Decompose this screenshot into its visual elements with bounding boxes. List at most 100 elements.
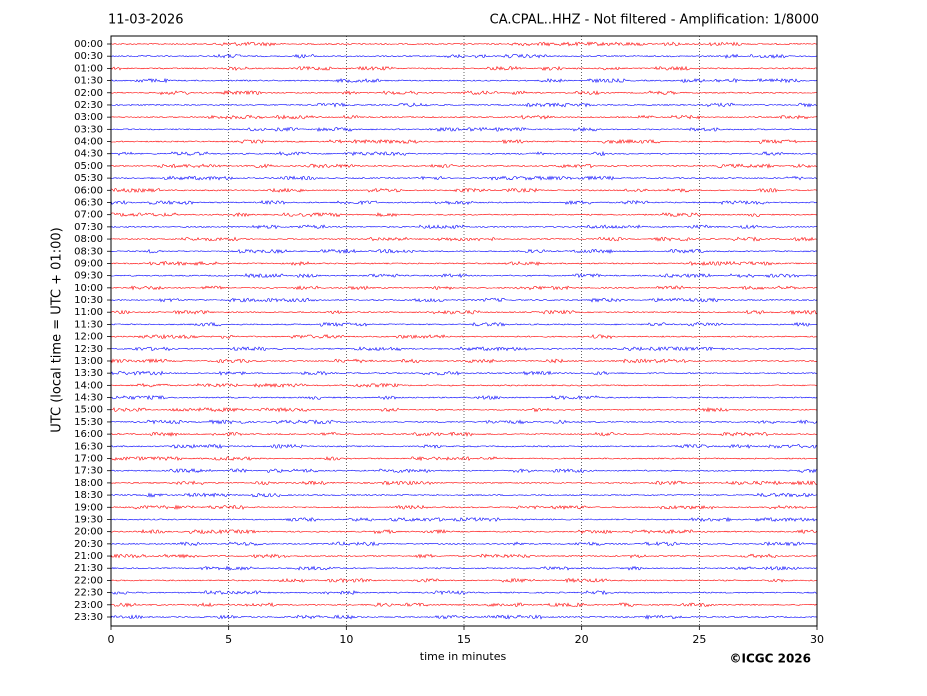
seismic-trace bbox=[110, 577, 818, 584]
chart-title: CA.CPAL..HHZ - Not filtered - Amplificat… bbox=[490, 13, 819, 28]
y-tick-label: 10:30 bbox=[74, 295, 103, 306]
y-tick-label: 10:00 bbox=[74, 283, 103, 294]
y-tick-label: 15:30 bbox=[74, 417, 103, 428]
y-tick-label: 22:30 bbox=[74, 588, 103, 599]
seismic-trace bbox=[110, 321, 817, 327]
y-tick-label: 14:30 bbox=[74, 393, 103, 404]
seismic-trace bbox=[110, 590, 818, 596]
seismic-trace bbox=[110, 150, 818, 157]
seismic-trace bbox=[110, 297, 818, 303]
y-tick-label: 23:00 bbox=[74, 600, 103, 611]
seismic-trace bbox=[110, 382, 818, 388]
seismic-trace bbox=[110, 199, 818, 206]
seismic-trace bbox=[110, 309, 818, 315]
seismic-trace bbox=[110, 102, 817, 108]
x-tick-label: 20 bbox=[575, 633, 589, 646]
y-tick-label: 04:00 bbox=[74, 137, 103, 148]
seismic-trace bbox=[110, 480, 818, 486]
y-tick-label: 17:00 bbox=[74, 454, 103, 465]
seismic-trace bbox=[110, 431, 818, 437]
x-tick-label: 5 bbox=[225, 633, 232, 646]
y-tick-label: 11:30 bbox=[74, 319, 103, 330]
y-tick-label: 13:30 bbox=[74, 368, 103, 379]
seismic-trace bbox=[110, 419, 818, 425]
seismic-trace bbox=[110, 602, 818, 608]
seismic-trace bbox=[110, 175, 818, 181]
seismic-trace bbox=[110, 358, 818, 364]
seismic-trace bbox=[110, 504, 818, 511]
x-tick-label: 0 bbox=[108, 633, 115, 646]
y-tick-label: 09:30 bbox=[74, 271, 103, 282]
y-tick-label: 05:30 bbox=[74, 173, 103, 184]
y-tick-label: 20:00 bbox=[74, 527, 103, 538]
seismic-trace bbox=[110, 187, 818, 193]
seismic-trace bbox=[110, 541, 818, 547]
y-axis-label: UTC (local time = UTC + 01:00) bbox=[50, 227, 65, 432]
y-tick-label: 18:30 bbox=[74, 490, 103, 501]
y-tick-label: 11:00 bbox=[74, 307, 103, 318]
y-tick-label: 19:00 bbox=[74, 502, 103, 513]
y-tick-label: 08:00 bbox=[74, 234, 103, 245]
seismic-trace bbox=[110, 248, 818, 254]
seismic-trace bbox=[110, 224, 818, 230]
seismic-trace bbox=[110, 565, 818, 571]
y-tick-label: 14:00 bbox=[74, 380, 103, 391]
seismic-trace bbox=[110, 394, 818, 401]
seismic-trace bbox=[110, 406, 818, 413]
y-tick-label: 00:00 bbox=[74, 39, 103, 50]
y-tick-label: 05:00 bbox=[74, 161, 103, 172]
seismic-trace bbox=[110, 370, 818, 376]
seismic-trace bbox=[110, 65, 818, 71]
seismic-trace bbox=[110, 77, 818, 84]
y-tick-label: 08:30 bbox=[74, 246, 103, 257]
y-tick-label: 16:00 bbox=[74, 429, 103, 440]
y-tick-label: 07:30 bbox=[74, 222, 103, 233]
seismic-trace bbox=[110, 41, 817, 47]
y-tick-label: 09:00 bbox=[74, 258, 103, 269]
seismic-trace bbox=[110, 236, 818, 242]
y-tick-label: 13:00 bbox=[74, 356, 103, 367]
seismic-trace bbox=[110, 528, 818, 535]
y-tick-label: 06:30 bbox=[74, 197, 103, 208]
y-tick-label: 18:00 bbox=[74, 478, 103, 489]
seismic-trace bbox=[110, 53, 818, 59]
y-tick-label: 21:30 bbox=[74, 563, 103, 574]
seismic-trace bbox=[110, 492, 818, 498]
seismic-trace bbox=[110, 468, 818, 474]
seismic-trace bbox=[110, 273, 818, 279]
y-tick-label: 22:00 bbox=[74, 575, 103, 586]
copyright: ©ICGC 2026 bbox=[729, 652, 811, 666]
seismic-trace bbox=[110, 126, 818, 132]
y-tick-label: 12:30 bbox=[74, 344, 103, 355]
y-tick-label: 16:30 bbox=[74, 441, 103, 452]
seismic-trace bbox=[110, 516, 818, 523]
y-tick-label: 19:30 bbox=[74, 514, 103, 525]
x-tick-label: 10 bbox=[339, 633, 353, 646]
seismic-trace bbox=[110, 114, 818, 120]
y-tick-label: 01:30 bbox=[74, 76, 103, 87]
y-tick-label: 07:00 bbox=[74, 210, 103, 221]
y-tick-label: 02:30 bbox=[74, 100, 103, 111]
x-axis-label: time in minutes bbox=[420, 650, 507, 663]
seismic-trace bbox=[110, 346, 818, 352]
x-tick-label: 30 bbox=[810, 633, 824, 646]
y-tick-label: 04:30 bbox=[74, 149, 103, 160]
y-tick-label: 02:00 bbox=[74, 88, 103, 99]
y-tick-label: 21:00 bbox=[74, 551, 103, 562]
seismic-trace bbox=[110, 614, 818, 620]
y-tick-label: 00:30 bbox=[74, 51, 103, 62]
seismic-trace bbox=[110, 212, 818, 218]
x-tick-label: 25 bbox=[692, 633, 706, 646]
plot-frame bbox=[110, 35, 818, 627]
date: 11-03-2026 bbox=[108, 13, 184, 28]
y-tick-label: 17:30 bbox=[74, 466, 103, 477]
y-tick-label: 03:30 bbox=[74, 124, 103, 135]
seismic-trace bbox=[110, 333, 818, 340]
y-tick-label: 06:00 bbox=[74, 185, 103, 196]
y-tick-label: 12:00 bbox=[74, 332, 103, 343]
seismic-trace bbox=[110, 553, 817, 559]
seismic-trace bbox=[110, 285, 817, 291]
x-tick-label: 15 bbox=[457, 633, 471, 646]
y-tick-label: 20:30 bbox=[74, 539, 103, 550]
